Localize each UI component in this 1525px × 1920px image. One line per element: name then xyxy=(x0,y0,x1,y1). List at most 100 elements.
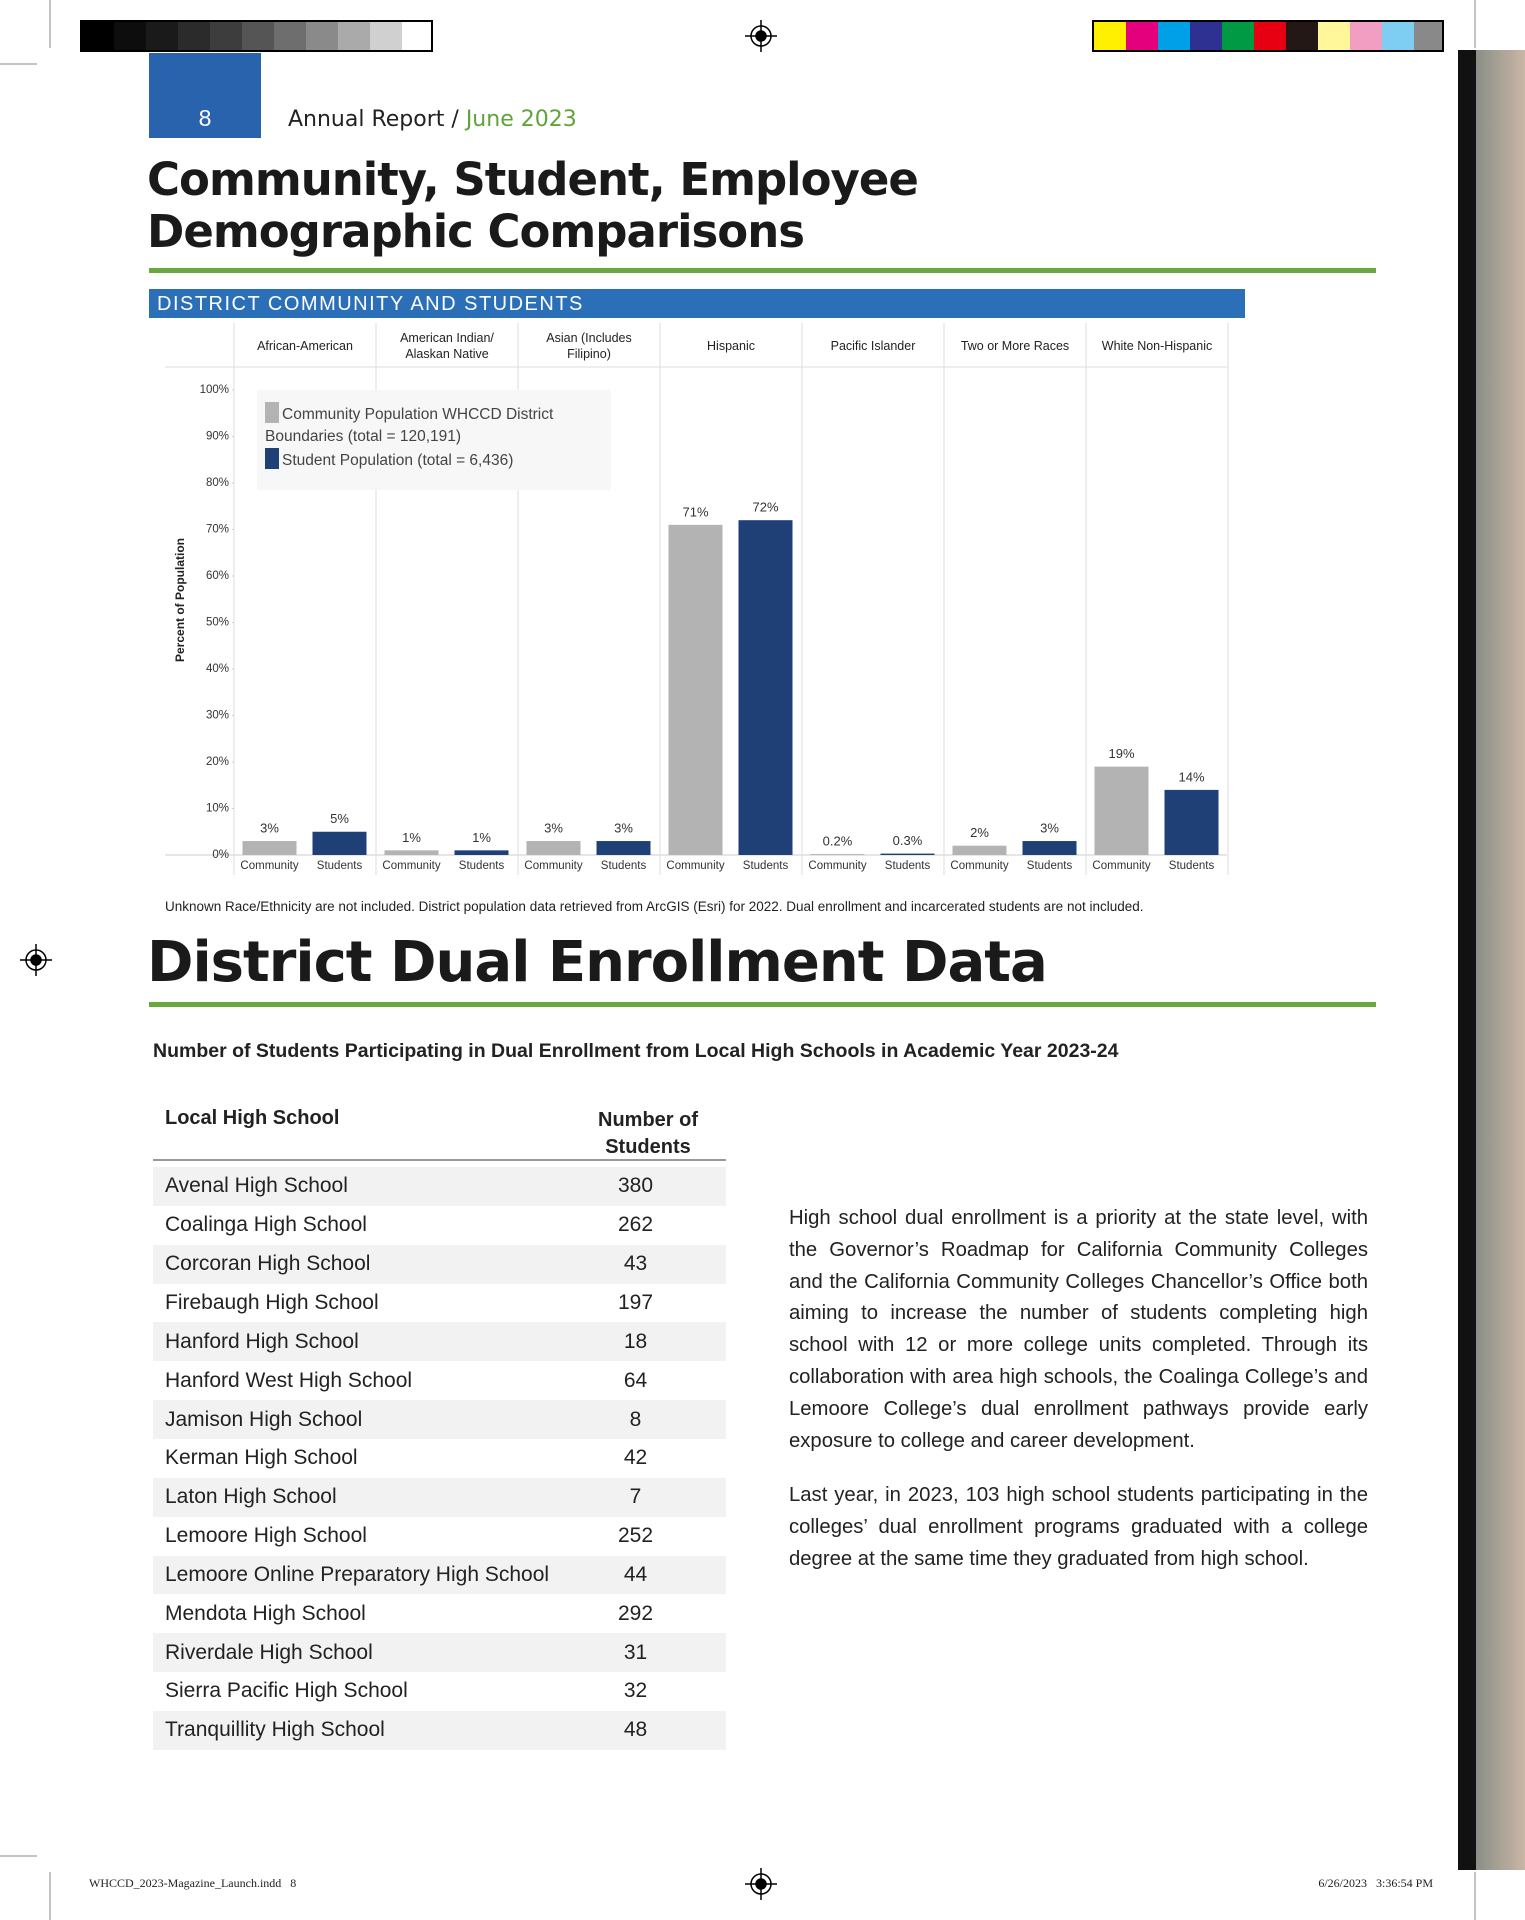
rule xyxy=(149,1002,1376,1007)
table-cell: 44 xyxy=(623,1562,648,1586)
y-tick-label: 20% xyxy=(206,756,229,768)
running-header: Annual Report / June 2023 xyxy=(288,107,577,132)
bar xyxy=(1022,841,1077,855)
table-row: Firebaugh High School 197 xyxy=(153,1284,726,1323)
table-cell: 197 xyxy=(617,1290,654,1314)
bar xyxy=(454,850,509,855)
table-row: Kerman High School 42 xyxy=(153,1439,726,1478)
bar-label: Students xyxy=(601,860,647,872)
table-row: Corcoran High School 43 xyxy=(153,1244,726,1284)
table-header: Local High School xyxy=(165,1107,340,1129)
value-label: 3% xyxy=(1040,820,1059,835)
table-cell: 31 xyxy=(623,1640,648,1664)
bleed-strip xyxy=(1458,50,1476,1870)
title-line: Community, Student, Employee xyxy=(147,153,919,206)
y-tick-label: 100% xyxy=(200,384,229,396)
table-cell: Sierra Pacific High School xyxy=(165,1679,408,1703)
value-label: 19% xyxy=(1108,746,1134,761)
bar xyxy=(880,853,935,855)
table-cell: 8 xyxy=(629,1407,642,1431)
bar xyxy=(242,841,297,855)
bar-label: Students xyxy=(1027,860,1073,872)
category-header: Two or More Races xyxy=(960,339,1070,353)
category-header: Pacific Islander xyxy=(830,339,916,353)
table-cell: 48 xyxy=(623,1718,648,1742)
table-row: Tranquillity High School 48 xyxy=(153,1710,726,1750)
section-title: District Dual Enrollment Data xyxy=(147,930,1048,995)
section-banner-bg xyxy=(149,289,1245,318)
table-cell: 32 xyxy=(623,1679,648,1703)
table-cell: 7 xyxy=(629,1485,642,1509)
value-label: 0.2% xyxy=(823,834,853,849)
table-row: Lemoore Online Preparatory High School 44 xyxy=(153,1555,726,1595)
table-cell: 42 xyxy=(623,1446,648,1470)
bar-label: Students xyxy=(459,860,505,872)
table-cell: Lemoore High School xyxy=(165,1524,367,1548)
bar xyxy=(952,845,1007,855)
bar xyxy=(810,854,865,855)
bar-label: Students xyxy=(1169,860,1215,872)
report-date: June 2023 xyxy=(465,107,577,132)
footnote: Unknown Race/Ethnicity are not included.… xyxy=(165,899,1144,914)
category-header: African-American xyxy=(257,339,353,353)
legend-entry: Student Population (total = 6,436) xyxy=(265,448,603,472)
y-tick-label: 90% xyxy=(206,431,229,443)
table-row: Riverdale High School 31 xyxy=(153,1633,726,1673)
table-row: Coalinga High School 262 xyxy=(153,1206,726,1245)
bar-label: Community xyxy=(240,860,298,872)
value-label: 2% xyxy=(970,825,989,840)
category-header: American Indian/ Alaskan Native xyxy=(400,331,494,361)
y-axis-label: Percent of Population xyxy=(173,538,187,662)
bar-label: Students xyxy=(317,860,363,872)
paragraph: High school dual enrollment is a priorit… xyxy=(789,1207,1368,1452)
table-row: Lemoore High School 252 xyxy=(153,1517,726,1556)
photo-edge xyxy=(1476,50,1525,1870)
slug-file: WHCCD_2023-Magazine_Launch.indd 8 xyxy=(89,1876,297,1890)
table-row: Sierra Pacific High School 32 xyxy=(153,1672,726,1711)
bar xyxy=(668,524,723,855)
bar xyxy=(1094,766,1149,855)
bar xyxy=(312,831,367,855)
table-cell: Hanford High School xyxy=(165,1329,359,1353)
table-row: Hanford West High School 64 xyxy=(153,1361,726,1400)
category-header: White Non-Hispanic xyxy=(1101,339,1213,353)
y-tick-label: 80% xyxy=(206,477,229,489)
bar-label: Community xyxy=(666,860,724,872)
y-tick-label: 50% xyxy=(206,617,229,629)
y-tick-label: 30% xyxy=(206,710,229,722)
table-row: Laton High School 7 xyxy=(153,1477,726,1517)
table-cell: Firebaugh High School xyxy=(165,1290,379,1314)
table-cell: Lemoore Online Preparatory High School xyxy=(165,1562,550,1586)
table-cell: 64 xyxy=(623,1368,648,1392)
chart: 0% 10% 20% 30% 40% 50% 60% 70% 80% 90% 100% Percent… xyxy=(173,323,1229,875)
table-cell: 252 xyxy=(617,1524,654,1548)
legend: Community Population WHCCD District Boun… xyxy=(257,390,611,490)
paragraph: Last year, in 2023, 103 high school stud… xyxy=(789,1484,1368,1570)
table-header: Number of Students xyxy=(598,1109,698,1158)
page-tab xyxy=(149,53,261,138)
table-row: Jamison High School 8 xyxy=(153,1400,726,1439)
table-cell: Corcoran High School xyxy=(165,1252,371,1276)
value-label: 5% xyxy=(330,811,349,826)
category-header: Asian (Includes Filipino) xyxy=(546,331,632,361)
bar-label: Students xyxy=(885,860,931,872)
bar xyxy=(526,841,581,855)
legend-entry: Community Population WHCCD District Boun… xyxy=(265,402,603,448)
bar xyxy=(384,850,439,855)
bar-label: Community xyxy=(1092,860,1150,872)
value-label: 3% xyxy=(544,820,563,835)
table-cell: Hanford West High School xyxy=(165,1368,413,1392)
y-tick-label: 0% xyxy=(212,849,229,861)
table-cell: Avenal High School xyxy=(165,1174,348,1198)
section-banner: DISTRICT COMMUNITY AND STUDENTS xyxy=(157,293,584,315)
table-cell: Laton High School xyxy=(165,1485,337,1509)
slug-timestamp: 6/26/2023 3:36:54 PM xyxy=(1318,1876,1433,1890)
table-cell: Mendota High School xyxy=(165,1601,366,1625)
table-cell: Kerman High School xyxy=(165,1446,358,1470)
table-cell: 262 xyxy=(617,1213,654,1237)
table-cell: 380 xyxy=(617,1174,654,1198)
table-row: Hanford High School 18 xyxy=(153,1322,726,1362)
title: Community, Student, Employee Demographic… xyxy=(147,153,919,258)
value-label: 1% xyxy=(402,830,421,845)
